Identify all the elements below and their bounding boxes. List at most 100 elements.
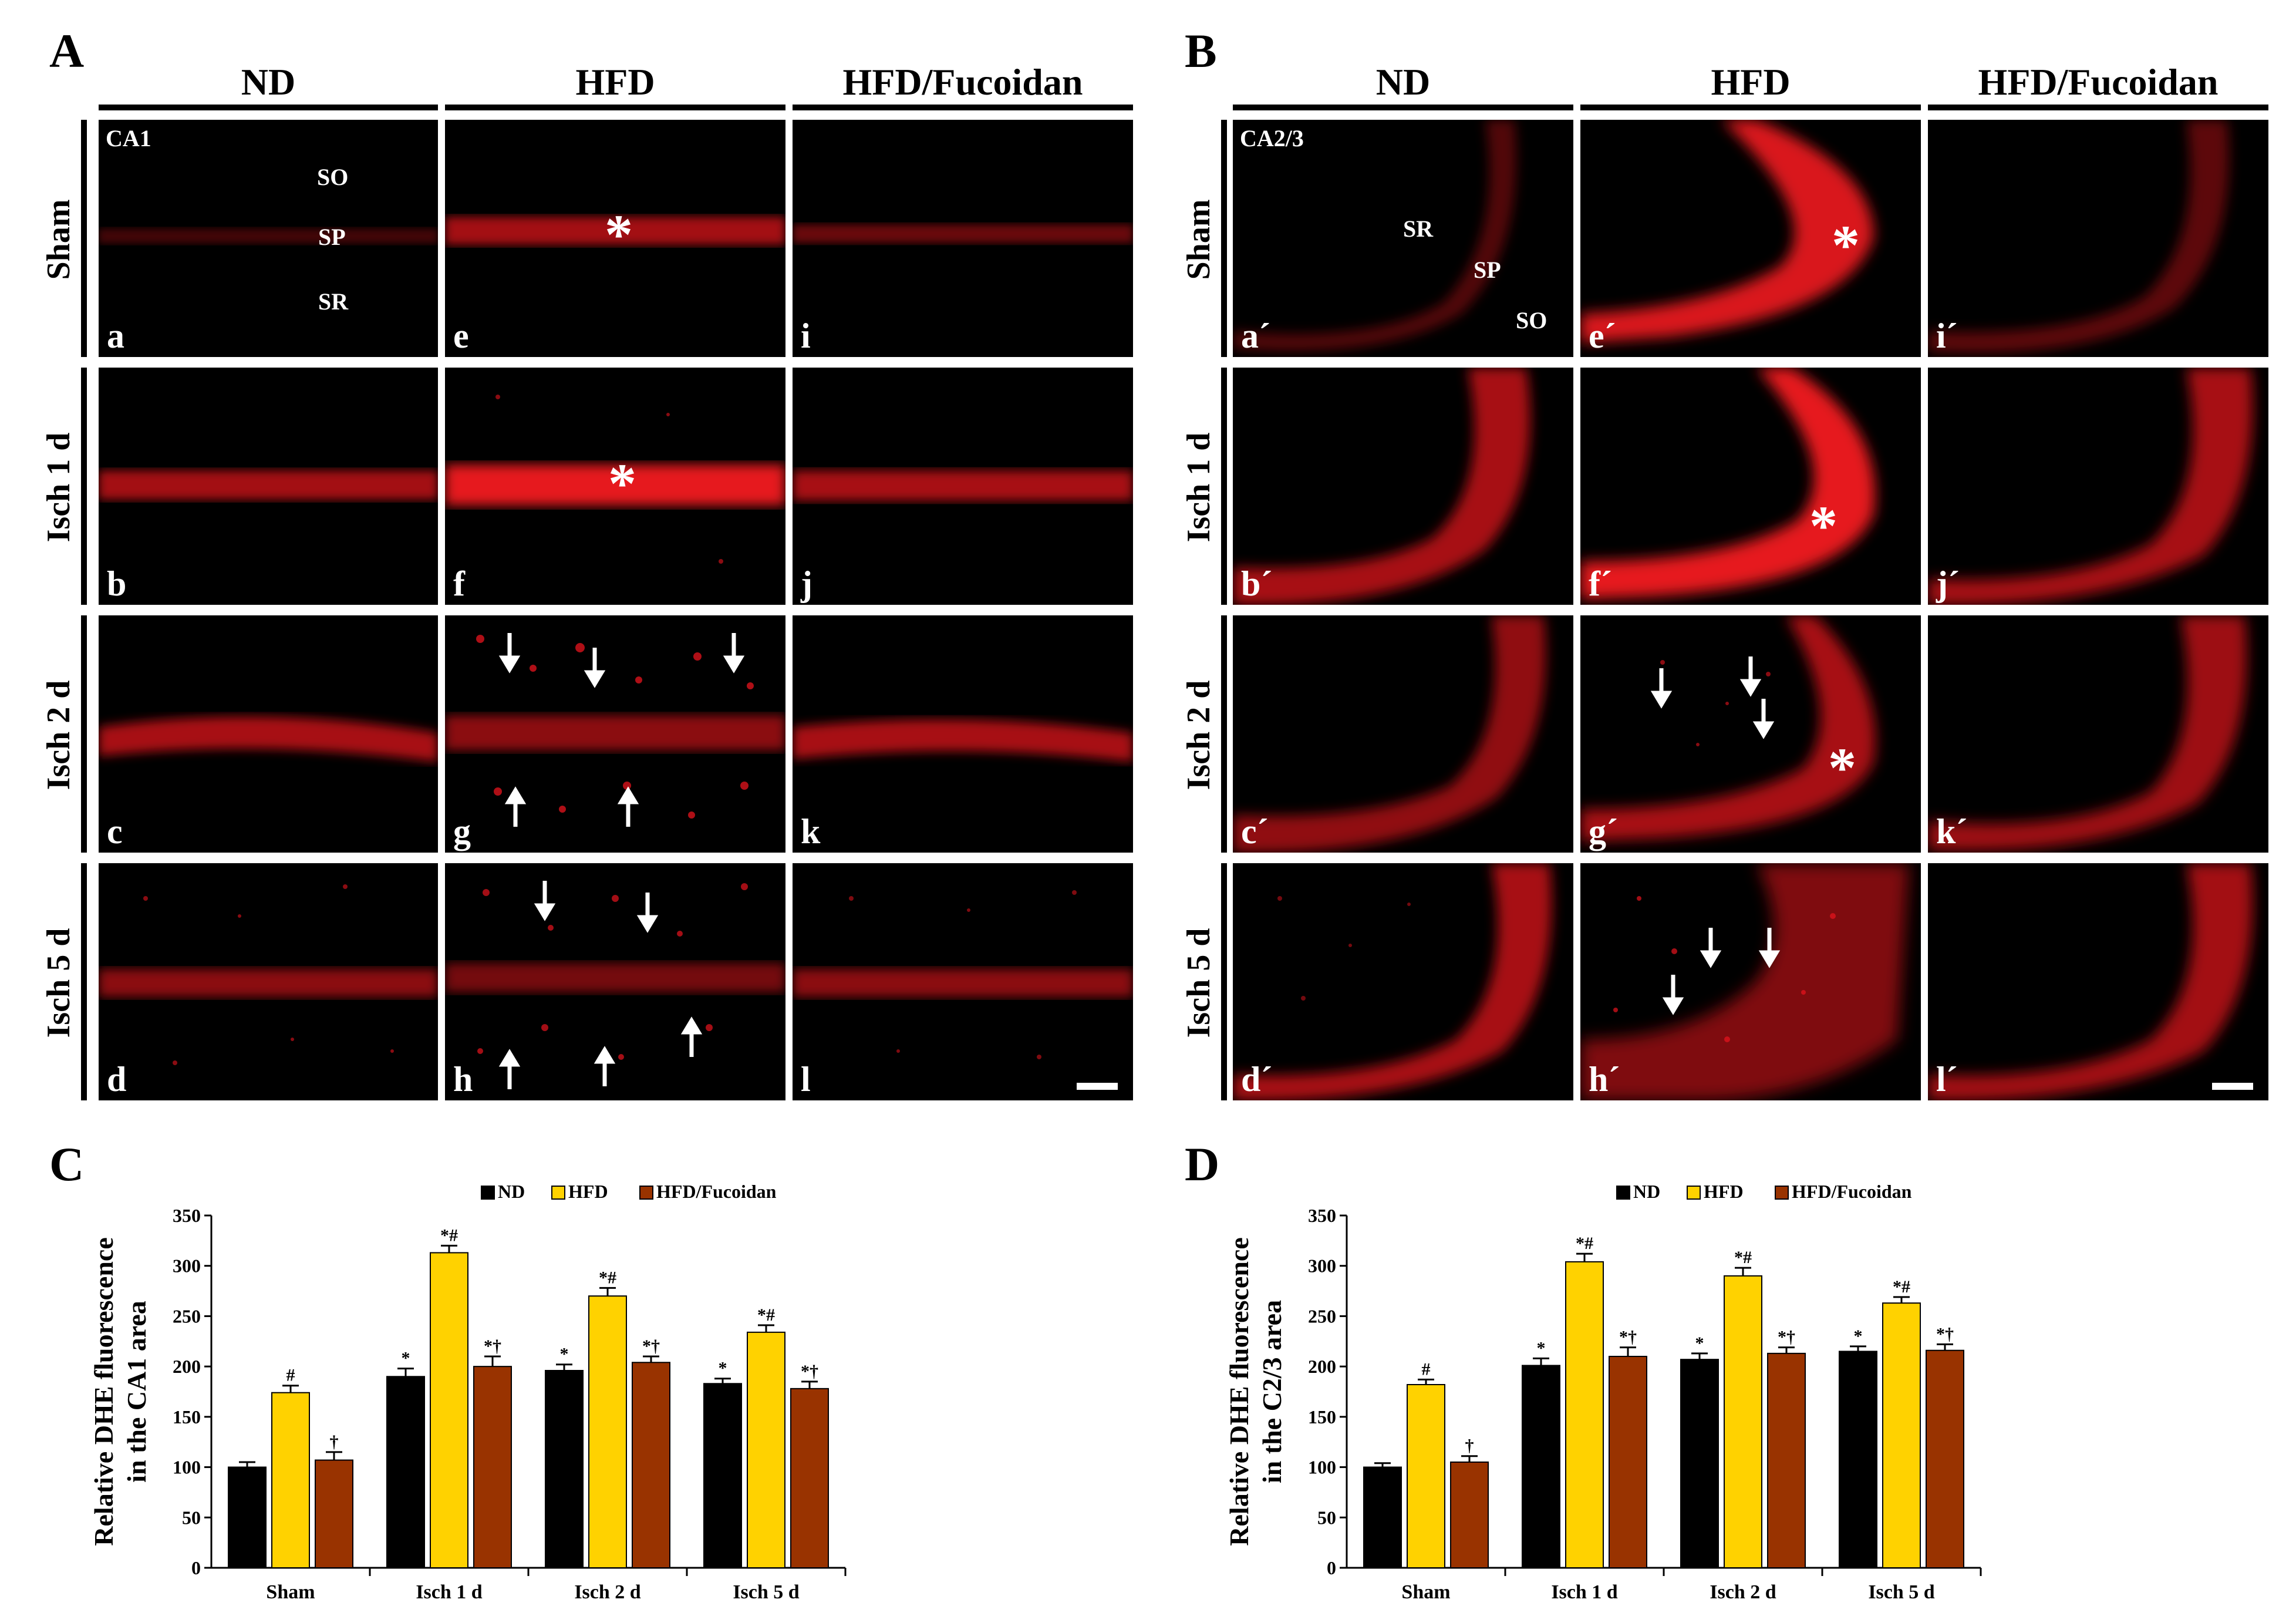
row-rule	[81, 368, 87, 605]
x-tick-label: Sham	[266, 1581, 315, 1603]
micrograph-b-prime: b´	[1233, 368, 1573, 605]
header-rule	[1928, 105, 2268, 110]
layer-label-so: SO	[1516, 307, 1547, 334]
y-axis-label: Relative DHE fluorescence	[1224, 1237, 1254, 1545]
panel-letter: k	[801, 812, 821, 851]
panel-letter: c´	[1241, 812, 1269, 851]
header-rule	[1233, 105, 1573, 110]
panel-letter: a	[107, 316, 124, 355]
legend-swatch	[1775, 1186, 1789, 1200]
x-tick-label: Isch 2 d	[1710, 1581, 1776, 1603]
significance-mark: *†	[1936, 1324, 1954, 1343]
row-label-isch5-b: Isch 5 d	[1181, 928, 1217, 1038]
panel-letter: b´	[1241, 564, 1273, 603]
row-rule	[81, 120, 87, 357]
y-tick-label: 300	[1308, 1255, 1336, 1277]
layer-label-sr: SR	[318, 288, 349, 315]
bar	[315, 1459, 353, 1569]
bar	[747, 1331, 785, 1568]
legend-label: ND	[1633, 1181, 1660, 1202]
col-header-hfdfuc-b: HFD/Fucoidan	[1978, 61, 2219, 103]
scale-bar	[1077, 1083, 1118, 1090]
legend-swatch	[1687, 1186, 1701, 1200]
panel-letter: f´	[1589, 564, 1612, 603]
y-tick-label: 0	[1327, 1557, 1336, 1578]
y-axis-label: in the CA1 area	[122, 1301, 151, 1483]
y-tick-label: 150	[173, 1406, 201, 1427]
chart-c-svg: ND HFD HFD/Fucoidan Relative DHE fluorescen…	[89, 1181, 847, 1603]
y-tick-label: 250	[173, 1305, 201, 1326]
significance-mark: *†	[642, 1336, 660, 1356]
row-label-isch1-b: Isch 1 d	[1181, 432, 1217, 543]
col-header-hfd-a: HFD	[575, 61, 655, 103]
bar	[430, 1252, 468, 1568]
significance-mark: *	[402, 1349, 410, 1368]
x-tick-label: Isch 1 d	[1551, 1581, 1617, 1603]
panel-letter: i´	[1936, 316, 1958, 355]
micrograph-i-prime: i´	[1928, 120, 2268, 357]
chart-c: ND HFD HFD/Fucoidan Relative DHE fluorescen…	[88, 1169, 869, 1615]
bar	[1565, 1261, 1604, 1569]
panel-letter: h	[453, 1060, 473, 1099]
col-header-hfd-b: HFD	[1711, 61, 1791, 103]
panel-letter: h´	[1589, 1060, 1620, 1099]
panel-letter: l	[801, 1060, 811, 1099]
bar	[703, 1383, 742, 1568]
micrograph-i: i	[793, 120, 1133, 357]
significance-mark: *†	[1619, 1328, 1637, 1347]
legend-swatch	[551, 1186, 565, 1200]
bar	[1882, 1302, 1921, 1568]
panel-label-a: A	[49, 24, 85, 78]
significance-mark: *#	[1893, 1277, 1910, 1297]
bar	[1363, 1466, 1402, 1569]
x-tick-label: Isch 5 d	[1868, 1581, 1934, 1603]
bar	[386, 1376, 425, 1568]
bar	[632, 1362, 670, 1568]
significance-mark: *	[560, 1345, 569, 1364]
row-rule	[1221, 863, 1227, 1100]
panel-letter: k´	[1936, 812, 1968, 851]
panel-letter: e	[453, 316, 469, 355]
legend-swatch	[639, 1186, 653, 1200]
col-header-nd-a: ND	[241, 61, 296, 103]
panel-letter: c	[107, 812, 123, 851]
bar	[1407, 1384, 1445, 1568]
bar	[1767, 1352, 1806, 1568]
bar	[1680, 1359, 1719, 1568]
panel-label-d: D	[1185, 1137, 1220, 1191]
panel-letter: f	[453, 564, 465, 603]
micrograph-l-prime: l´	[1928, 863, 2268, 1100]
x-tick-label: Isch 1 d	[416, 1581, 482, 1603]
panel-letter: d	[107, 1060, 127, 1099]
micrograph-c: c	[99, 615, 438, 853]
bar	[473, 1366, 512, 1568]
significance-mark: *	[1854, 1326, 1863, 1346]
row-rule	[1221, 368, 1227, 605]
scale-bar	[2212, 1083, 2253, 1090]
micrograph-k-prime: k´	[1928, 615, 2268, 853]
bar	[1522, 1365, 1560, 1568]
legend-label: HFD	[568, 1181, 608, 1202]
bar	[228, 1466, 267, 1569]
row-label-sham-a: Sham	[41, 199, 77, 280]
panel-letter: i	[801, 316, 811, 355]
y-tick-label: 200	[1308, 1356, 1336, 1377]
micrograph-e: * e	[445, 120, 785, 357]
micrograph-c-prime: c´	[1233, 615, 1573, 853]
header-rule	[1580, 105, 1921, 110]
col-header-hfdfuc-a: HFD/Fucoidan	[842, 61, 1083, 103]
micrograph-j: j	[793, 368, 1133, 605]
micrograph-l: l	[793, 863, 1133, 1100]
significance-mark: *#	[599, 1268, 616, 1287]
region-label: CA2/3	[1240, 125, 1304, 151]
layer-label-sr: SR	[1403, 215, 1434, 242]
y-tick-label: 100	[1308, 1457, 1336, 1478]
y-tick-label: 50	[182, 1507, 201, 1528]
panel-letter: e´	[1589, 316, 1616, 355]
significance-mark: †	[1465, 1436, 1474, 1456]
bar	[1609, 1356, 1647, 1568]
row-label-isch1-a: Isch 1 d	[41, 432, 77, 543]
y-tick-label: 50	[1317, 1507, 1336, 1528]
significance-mark: *†	[484, 1336, 501, 1356]
significance-mark: *#	[1734, 1248, 1752, 1267]
